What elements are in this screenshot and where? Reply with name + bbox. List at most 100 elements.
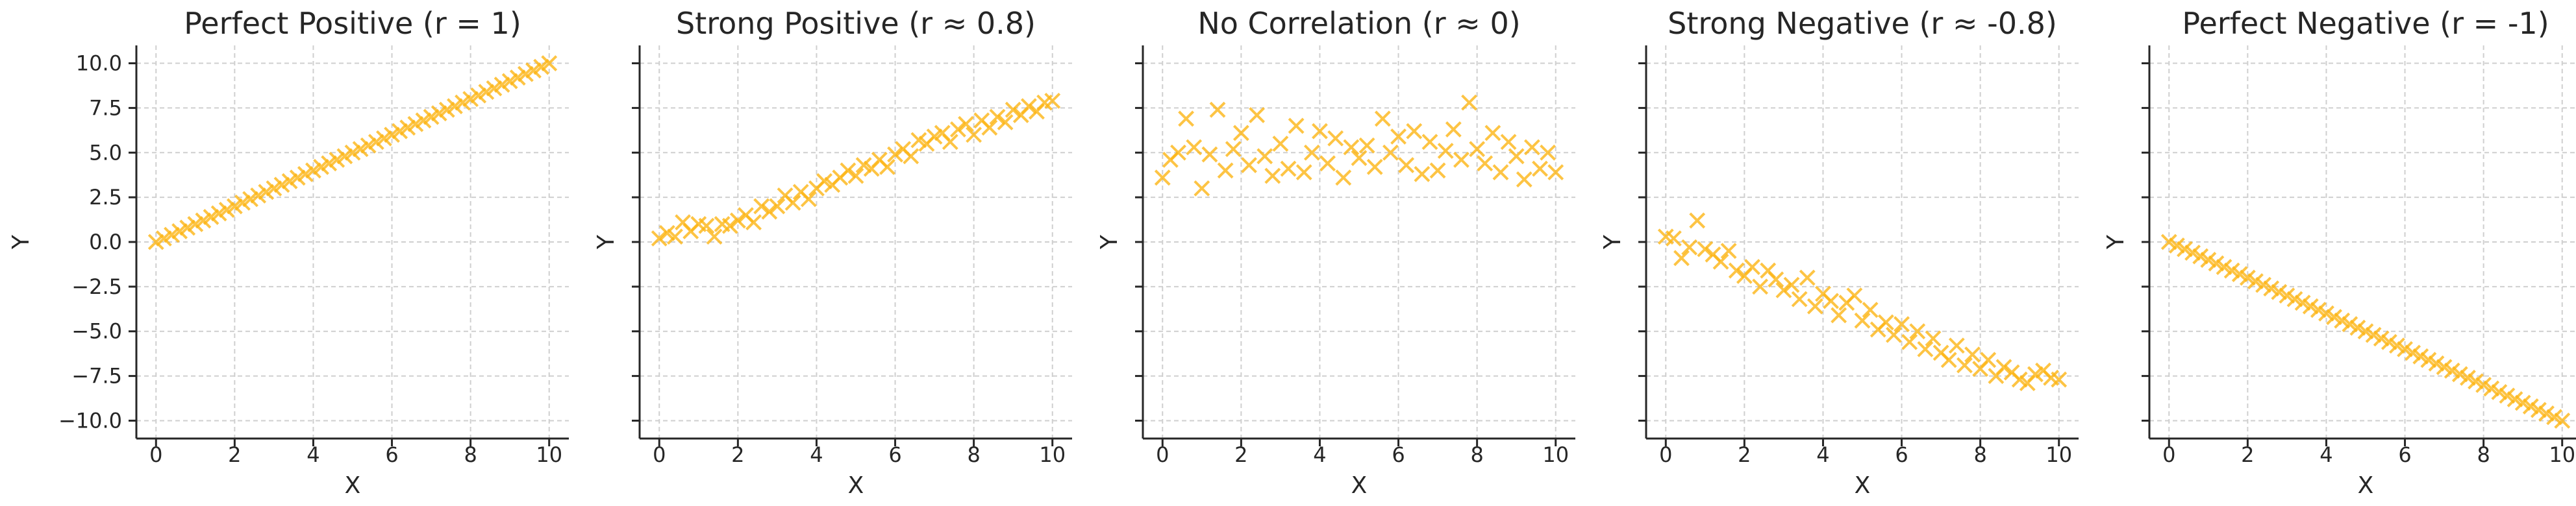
- data-point: [2231, 266, 2248, 282]
- data-point: [761, 203, 778, 220]
- data-point: [1044, 92, 1061, 109]
- data-point: [1823, 293, 1839, 309]
- data-point: [384, 126, 400, 143]
- x-tick-label: 0: [1156, 442, 1169, 467]
- data-point: [2027, 366, 2044, 383]
- data-point: [525, 62, 542, 78]
- panel-no-correlation: 0 2 4 6 8 10 No Correlation (r ≈ 0) X Y: [1096, 6, 1575, 499]
- x-tick-label: 8: [2477, 442, 2490, 467]
- data-point: [1453, 151, 1469, 168]
- data-point: [2247, 273, 2264, 290]
- data-point: [1257, 148, 1273, 165]
- data-point: [1728, 262, 1745, 279]
- x-tick-label: 0: [653, 442, 666, 467]
- data-point: [2286, 291, 2303, 307]
- data-point: [1948, 337, 1965, 354]
- data-point: [509, 69, 526, 86]
- data-point: [447, 98, 463, 115]
- data-point: [2389, 337, 2405, 354]
- data-point: [2310, 302, 2327, 319]
- data-point: [1980, 352, 1997, 368]
- x-tick-label: 10: [2045, 442, 2072, 467]
- data-point: [164, 226, 180, 243]
- y-tick-label: 7.5: [89, 95, 122, 120]
- x-tick-label: 4: [2320, 442, 2332, 467]
- x-tick-label: 4: [306, 442, 319, 467]
- data-point: [1877, 314, 1894, 331]
- data-point: [2428, 355, 2445, 372]
- data-point: [2326, 309, 2342, 326]
- data-point: [1343, 139, 1360, 156]
- data-point: [1170, 144, 1186, 161]
- data-point: [1775, 282, 1792, 298]
- data-point: [1398, 157, 1415, 173]
- y-axis-label: Y: [2103, 234, 2129, 250]
- data-point: [423, 108, 440, 125]
- data-point: [2420, 352, 2437, 368]
- data-point: [667, 228, 683, 245]
- axes: 0 2 4 6 8 10: [2142, 45, 2576, 467]
- data-point: [1791, 291, 1808, 307]
- data-point: [1917, 341, 1934, 357]
- data-point: [2373, 330, 2390, 347]
- x-tick-label: 2: [2241, 442, 2254, 467]
- data-point: [926, 128, 943, 145]
- x-axis-label: X: [2358, 472, 2374, 499]
- data-point: [981, 119, 998, 136]
- data-point: [1249, 107, 1265, 123]
- data-point: [2160, 234, 2177, 250]
- x-tick-label: 8: [967, 442, 980, 467]
- data-point: [1303, 144, 1320, 161]
- data-point: [376, 130, 392, 147]
- data-point: [210, 205, 227, 222]
- data-point: [1846, 287, 1863, 304]
- data-point: [729, 212, 746, 229]
- data-point: [517, 66, 534, 82]
- data-point: [1280, 160, 1297, 177]
- data-point: [2192, 248, 2209, 265]
- data-point: [1689, 212, 1706, 229]
- x-tick-label: 8: [464, 442, 477, 467]
- data-point: [1154, 169, 1171, 186]
- data-point: [438, 101, 455, 118]
- data-point: [1799, 269, 1816, 286]
- data-point: [706, 228, 723, 245]
- data-point: [1697, 241, 1714, 258]
- data-point: [966, 126, 982, 143]
- data-point: [2334, 312, 2351, 329]
- data-point: [658, 224, 675, 241]
- data-point: [1209, 101, 1226, 118]
- data-point: [1752, 278, 1768, 295]
- data-point: [1768, 271, 1784, 288]
- data-point: [2184, 245, 2201, 261]
- data-point: [2444, 362, 2460, 379]
- data-point: [2412, 348, 2429, 365]
- data-point: [2271, 283, 2288, 300]
- panel-title: Strong Positive (r ≈ 0.8): [676, 6, 1036, 41]
- data-point: [1712, 253, 1729, 270]
- data-point: [1492, 164, 1509, 180]
- data-point: [2168, 237, 2185, 254]
- data-point: [840, 162, 857, 179]
- data-point: [651, 230, 668, 247]
- data-point: [1854, 312, 1871, 329]
- data-point: [2279, 287, 2295, 304]
- x-tick-label: 10: [1542, 442, 1569, 467]
- x-tick-label: 8: [1973, 442, 1986, 467]
- markers: [651, 92, 1061, 247]
- data-point: [486, 80, 503, 97]
- y-axis-label: Y: [1096, 234, 1123, 250]
- data-point: [2538, 405, 2555, 422]
- data-point: [1351, 150, 1368, 166]
- data-point: [887, 146, 903, 163]
- data-point: [1540, 144, 1557, 161]
- y-tick-label: 0.0: [89, 230, 122, 254]
- x-tick-label: 4: [1313, 442, 1326, 467]
- data-point: [1335, 169, 1352, 186]
- x-tick-label: 0: [1659, 442, 1672, 467]
- data-point: [1477, 155, 1494, 172]
- panel-strong-negative: 0 2 4 6 8 10 Strong Negative (r ≈ -0.8) X Y: [1599, 6, 2079, 499]
- panel-title: No Correlation (r ≈ 0): [1197, 6, 1520, 41]
- data-point: [1516, 171, 1532, 188]
- data-point: [2349, 319, 2366, 336]
